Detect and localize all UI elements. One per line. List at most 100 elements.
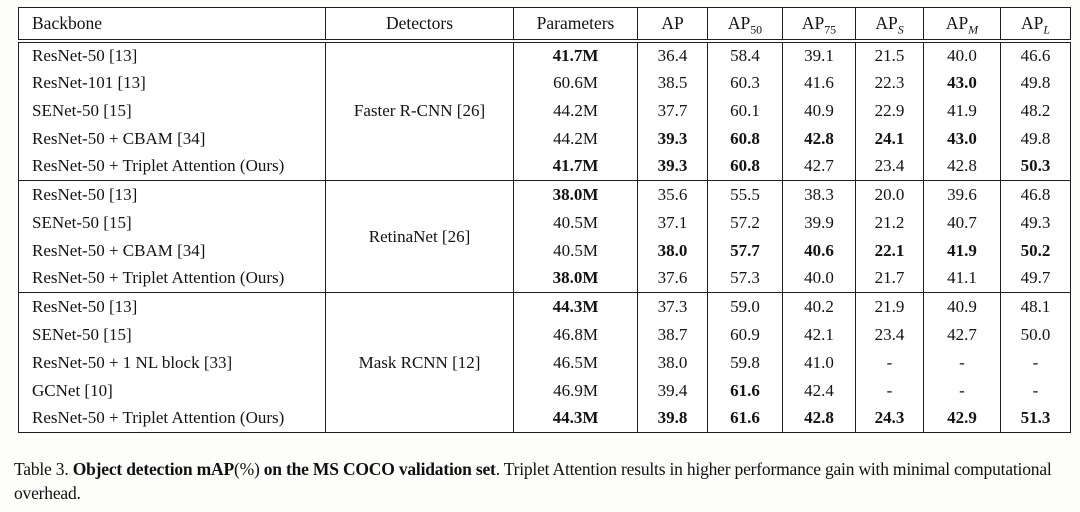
value-cell: 60.9 — [707, 320, 783, 349]
value-cell: 39.3 — [637, 124, 708, 153]
value-cell: - — [855, 376, 924, 405]
column-header-label: AP — [727, 12, 751, 33]
value-cell: 38.0 — [637, 348, 708, 377]
table-row: ResNet-50 [13] RetinaNet [26] 38.0M 35.6 55.… — [19, 180, 1071, 293]
column-header-label: AP — [945, 12, 969, 33]
table-row: SENet-50 [15] 46.8M 38.7 60.9 42.1 23.4 42.7 50… — [19, 320, 1071, 349]
value-cell: 41.0 — [782, 348, 856, 377]
caption-bold-text: on the MS COCO validation set — [259, 459, 496, 479]
backbone-cell: GCNet [10] — [32, 380, 113, 400]
backbone-cell: ResNet-50 [13] — [32, 45, 138, 65]
value-cell: 36.4 — [637, 40, 708, 69]
value-cell: 60.8 — [707, 152, 783, 181]
value-cell: 61.6 — [707, 404, 783, 433]
table-caption: Table 3. Object detection mAP(%) on the … — [14, 457, 1074, 505]
table-row: ResNet-50 + 1 NL block [33] 46.5M 38.0 59.8… — [19, 348, 1071, 377]
column-header-subscript: M — [968, 22, 979, 37]
value-cell: 48.2 — [1000, 96, 1071, 125]
value-cell: 48.1 — [1000, 292, 1071, 321]
column-header-subscript: 50 — [750, 22, 763, 37]
backbone-cell: ResNet-50 [13] — [32, 184, 138, 204]
value-cell: 46.8M — [513, 320, 638, 349]
column-header-ap: AP — [637, 7, 708, 43]
backbone-cell: ResNet-50 + Triplet Attention (Ours) — [32, 408, 285, 428]
value-cell: 58.4 — [707, 40, 783, 69]
column-header-ap50: AP50 — [707, 7, 783, 43]
value-cell: 41.6 — [782, 68, 856, 97]
table-row: ResNet-50 [13] Faster R-CNN [26] 41.7M 36.4… — [19, 40, 1071, 181]
value-cell: 21.2 — [855, 208, 924, 237]
backbone-cell: ResNet-50 + Triplet Attention (Ours) — [32, 268, 285, 288]
value-cell: 41.9 — [923, 96, 1001, 125]
column-header-label: AP — [1021, 12, 1044, 33]
caption-text: Table 3. — [14, 459, 73, 479]
table-row: ResNet-50 + Triplet Attention (Ours) 41.7… — [19, 152, 1071, 181]
value-cell: 57.3 — [707, 264, 783, 293]
value-cell: 42.1 — [782, 320, 856, 349]
value-cell: 41.7M — [513, 40, 638, 69]
value-cell: 24.3 — [855, 404, 924, 433]
value-cell: 21.7 — [855, 264, 924, 293]
value-cell: 38.0 — [637, 236, 708, 265]
column-header-aps: APS — [855, 7, 924, 43]
value-cell: 24.1 — [855, 124, 924, 153]
value-cell: 49.8 — [1000, 124, 1071, 153]
backbone-cell: SENet-50 [15] — [32, 212, 132, 232]
table-row: SENet-50 [15] 44.2M 37.7 60.1 40.9 22.9 41.9 48… — [19, 96, 1071, 125]
value-cell: 49.8 — [1000, 68, 1071, 97]
value-cell: 40.9 — [923, 292, 1001, 321]
value-cell: 42.9 — [923, 404, 1001, 433]
value-cell: 38.0M — [513, 264, 638, 293]
value-cell: 50.3 — [1000, 152, 1071, 181]
backbone-cell: ResNet-50 + 1 NL block [33] — [32, 352, 233, 372]
detector-cell: RetinaNet [26] — [325, 180, 514, 293]
table-row: ResNet-50 + CBAM [34] 40.5M 38.0 57.7 40.6 22… — [19, 236, 1071, 265]
backbone-cell: ResNet-50 [13] — [32, 296, 138, 316]
value-cell: 40.0 — [782, 264, 856, 293]
value-cell: - — [855, 348, 924, 377]
value-cell: 50.2 — [1000, 236, 1071, 265]
value-cell: 40.9 — [782, 96, 856, 125]
value-cell: 43.0 — [923, 68, 1001, 97]
value-cell: 22.9 — [855, 96, 924, 125]
value-cell: 50.0 — [1000, 320, 1071, 349]
caption-text: . Triplet Attention results in higher pe… — [14, 459, 1052, 503]
value-cell: 51.3 — [1000, 404, 1071, 433]
value-cell: 39.1 — [782, 40, 856, 69]
value-cell: 37.1 — [637, 208, 708, 237]
table-row: SENet-50 [15] 40.5M 37.1 57.2 39.9 21.2 40.7 49… — [19, 208, 1071, 237]
column-header-backbone: Backbone — [18, 7, 326, 43]
value-cell: 46.6 — [1000, 40, 1071, 69]
value-cell: 41.7M — [513, 152, 638, 181]
value-cell: 44.3M — [513, 292, 638, 321]
value-cell: 44.3M — [513, 404, 638, 433]
value-cell: 37.7 — [637, 96, 708, 125]
header-row: Backbone Detectors Parameters AP AP50 AP75 APS… — [18, 7, 1071, 43]
detector-cell: Faster R-CNN [26] — [325, 40, 514, 181]
value-cell: 40.0 — [923, 40, 1001, 69]
backbone-cell: SENet-50 [15] — [32, 324, 132, 344]
value-cell: 46.8 — [1000, 180, 1071, 209]
table-row: ResNet-50 [13] Mask RCNN [12] 44.3M 37.3 59.… — [19, 292, 1071, 433]
value-cell: - — [1000, 376, 1071, 405]
backbone-cell: ResNet-50 + CBAM [34] — [32, 128, 206, 148]
value-cell: 43.0 — [923, 124, 1001, 153]
value-cell: 39.6 — [923, 180, 1001, 209]
value-cell: 42.7 — [782, 152, 856, 181]
table-row: ResNet-50 + CBAM [34] 44.2M 39.3 60.8 42.8 24… — [19, 124, 1071, 153]
table-row: ResNet-101 [13] 60.6M 38.5 60.3 41.6 22.3 43.0… — [19, 68, 1071, 97]
detector-cell: Mask RCNN [12] — [325, 292, 514, 433]
value-cell: 55.5 — [707, 180, 783, 209]
value-cell: 42.8 — [782, 404, 856, 433]
value-cell: 37.6 — [637, 264, 708, 293]
value-cell: 38.5 — [637, 68, 708, 97]
value-cell: 42.8 — [923, 152, 1001, 181]
column-header-label: Parameters — [536, 12, 615, 33]
value-cell: 40.7 — [923, 208, 1001, 237]
backbone-cell: ResNet-50 + CBAM [34] — [32, 240, 206, 260]
value-cell: 22.1 — [855, 236, 924, 265]
value-cell: 60.6M — [513, 68, 638, 97]
value-cell: 60.3 — [707, 68, 783, 97]
value-cell: 23.4 — [855, 320, 924, 349]
